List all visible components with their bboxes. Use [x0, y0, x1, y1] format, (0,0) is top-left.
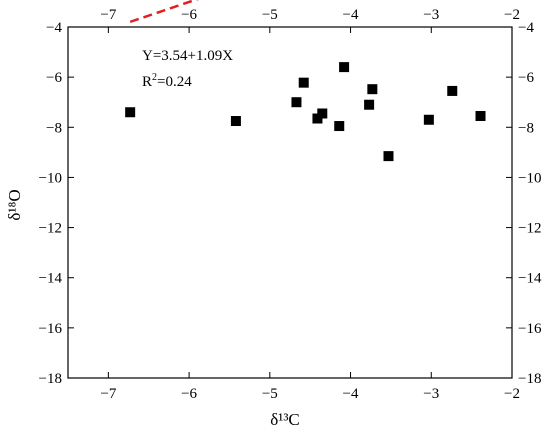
- x-tick-label-top: −5: [262, 7, 278, 23]
- y-tick-label: −16: [39, 321, 63, 337]
- y-tick-label: −4: [46, 20, 62, 36]
- data-point: [312, 113, 323, 124]
- data-point: [291, 97, 302, 108]
- data-point: [298, 77, 309, 88]
- data-point: [423, 114, 434, 125]
- y-tick-label-right: −8: [518, 120, 534, 136]
- plot-axes: −7−7−6−6−5−5−4−4−3−3−2−2−18 −18−16 −16−14−…: [39, 7, 542, 402]
- y-tick-label-right: −4: [518, 20, 534, 36]
- x-tick-label: −5: [262, 386, 278, 402]
- y-tick-label: −10: [39, 170, 62, 186]
- data-point: [364, 99, 375, 110]
- data-point: [383, 151, 394, 162]
- data-point: [339, 62, 350, 73]
- data-point: [125, 107, 136, 118]
- y-tick-label-right: −18: [518, 371, 541, 387]
- x-tick-label: −7: [100, 386, 116, 402]
- x-tick-label-top: −4: [343, 7, 359, 23]
- y-tick-label-right: −16: [518, 321, 542, 337]
- data-point: [447, 85, 458, 96]
- data-point: [317, 108, 328, 119]
- y-tick-label: −14: [39, 271, 63, 287]
- data-point: [334, 121, 345, 132]
- x-tick-label-top: −6: [181, 7, 197, 23]
- r-squared-label: R2=0.24: [142, 72, 192, 90]
- regression-line: [129, 0, 199, 24]
- y-axis-title: δ¹⁸O: [5, 189, 24, 220]
- data-point: [367, 84, 378, 95]
- y-tick-label: −12: [39, 221, 62, 237]
- x-tick-label: −6: [181, 386, 197, 402]
- x-tick-label: −2: [504, 386, 520, 402]
- plot-marks: [125, 0, 486, 162]
- data-point: [475, 111, 486, 122]
- y-tick-label-right: −10: [518, 170, 541, 186]
- x-tick-label-top: −2: [504, 7, 520, 23]
- plot-frame: [67, 26, 513, 379]
- y-tick-label-right: −6: [518, 70, 534, 86]
- y-tick-label-right: −14: [518, 271, 542, 287]
- fit-equation: Y=3.54+1.09X: [142, 48, 233, 64]
- data-point: [230, 116, 241, 127]
- x-tick-label: −3: [423, 386, 439, 402]
- y-tick-label: −8: [46, 120, 62, 136]
- y-tick-label: −6: [46, 70, 62, 86]
- x-axis-title: δ¹³C: [270, 410, 300, 429]
- y-tick-label-right: −12: [518, 221, 541, 237]
- x-tick-label-top: −7: [100, 7, 116, 23]
- x-tick-label-top: −3: [423, 7, 439, 23]
- y-tick-label: −18: [39, 371, 62, 387]
- x-tick-label: −4: [343, 386, 359, 402]
